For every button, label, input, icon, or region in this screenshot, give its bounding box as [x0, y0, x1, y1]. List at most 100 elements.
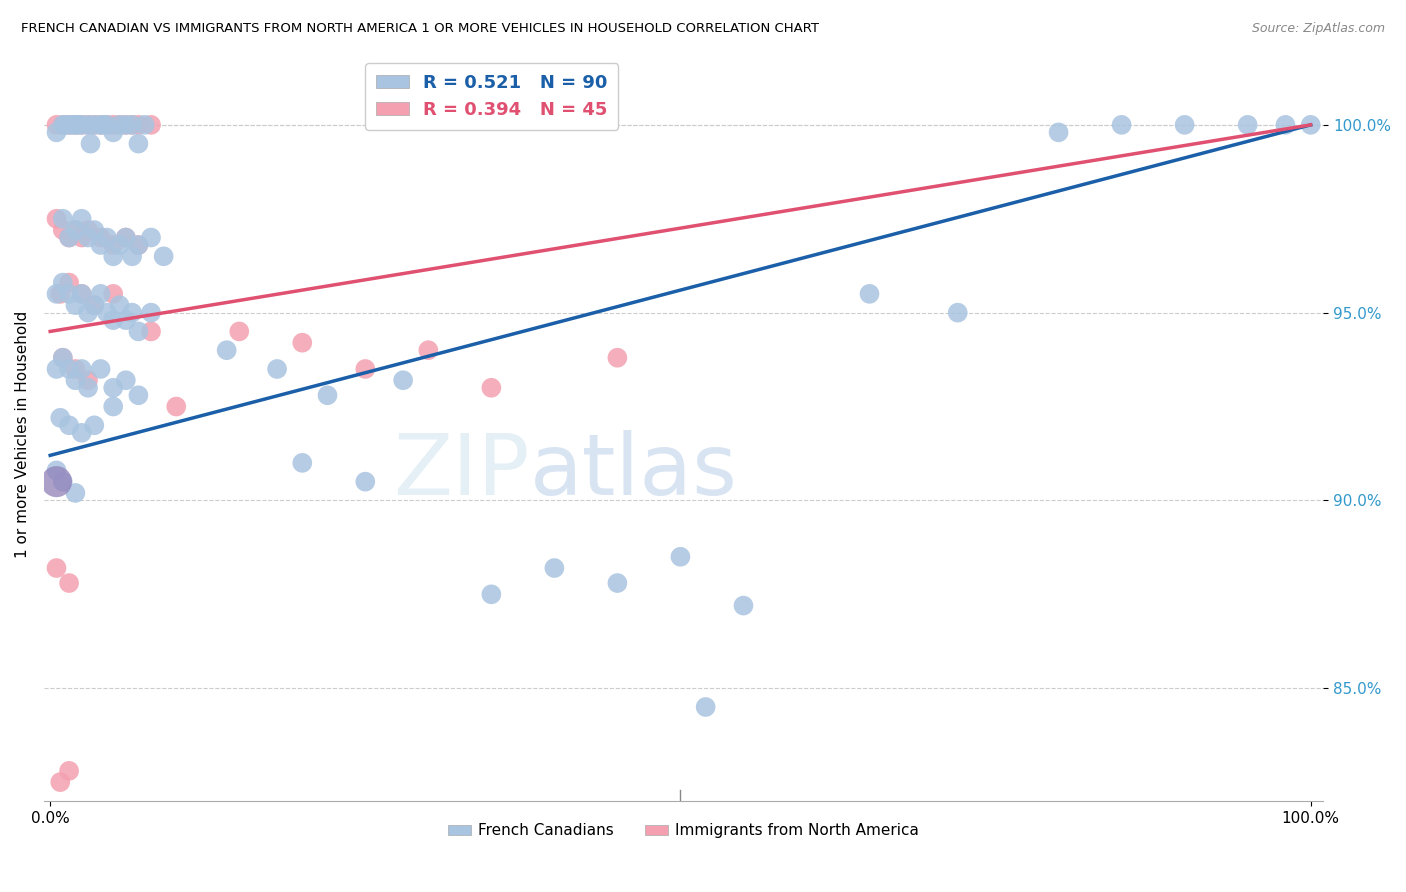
Text: ZIP: ZIP — [394, 430, 530, 513]
Point — [77, 118, 100, 132]
Point — [66, 118, 89, 132]
Point — [695, 700, 717, 714]
Point — [103, 238, 125, 252]
Point — [58, 286, 80, 301]
Point — [96, 305, 118, 319]
Point — [58, 276, 80, 290]
Point — [114, 313, 136, 327]
Point — [77, 373, 100, 387]
Point — [90, 362, 112, 376]
Point — [103, 125, 125, 139]
Point — [354, 362, 377, 376]
Point — [127, 136, 149, 151]
Point — [90, 230, 112, 244]
Text: FRENCH CANADIAN VS IMMIGRANTS FROM NORTH AMERICA 1 OR MORE VEHICLES IN HOUSEHOLD: FRENCH CANADIAN VS IMMIGRANTS FROM NORTH… — [21, 22, 820, 36]
Point — [45, 362, 67, 376]
Point — [52, 276, 75, 290]
Point — [114, 118, 136, 132]
Legend: French Canadians, Immigrants from North America: French Canadians, Immigrants from North … — [441, 817, 925, 845]
Point — [77, 230, 100, 244]
Point — [858, 286, 880, 301]
Point — [70, 286, 93, 301]
Point — [90, 118, 112, 132]
Point — [45, 118, 67, 132]
Point — [58, 576, 80, 591]
Point — [139, 305, 162, 319]
Point — [127, 388, 149, 402]
Point — [1236, 118, 1258, 132]
Point — [45, 211, 67, 226]
Point — [316, 388, 339, 402]
Point — [83, 418, 105, 433]
Point — [77, 381, 100, 395]
Point — [127, 118, 149, 132]
Point — [65, 223, 87, 237]
Text: atlas: atlas — [530, 430, 738, 513]
Point — [134, 118, 156, 132]
Point — [103, 249, 125, 263]
Point — [96, 230, 118, 244]
Point — [1047, 125, 1070, 139]
Point — [108, 118, 131, 132]
Point — [354, 475, 377, 489]
Point — [52, 475, 75, 489]
Point — [70, 286, 93, 301]
Point — [77, 223, 100, 237]
Point — [52, 118, 75, 132]
Point — [108, 238, 131, 252]
Point — [83, 118, 105, 132]
Point — [77, 305, 100, 319]
Point — [45, 463, 67, 477]
Point — [139, 325, 162, 339]
Point — [103, 118, 125, 132]
Point — [152, 249, 174, 263]
Point — [45, 475, 67, 489]
Point — [70, 118, 93, 132]
Point — [127, 238, 149, 252]
Point — [1111, 118, 1133, 132]
Point — [121, 118, 143, 132]
Point — [1274, 118, 1296, 132]
Point — [228, 325, 250, 339]
Point — [45, 561, 67, 575]
Point — [52, 211, 75, 226]
Point — [83, 298, 105, 312]
Point — [83, 223, 105, 237]
Point — [215, 343, 238, 358]
Point — [52, 223, 75, 237]
Point — [52, 351, 75, 365]
Point — [49, 410, 72, 425]
Point — [45, 125, 67, 139]
Point — [266, 362, 288, 376]
Point — [392, 373, 415, 387]
Point — [114, 118, 136, 132]
Point — [90, 286, 112, 301]
Point — [70, 230, 93, 244]
Point — [479, 587, 502, 601]
Point — [52, 118, 75, 132]
Point — [58, 118, 80, 132]
Point — [96, 118, 118, 132]
Point — [139, 230, 162, 244]
Point — [65, 298, 87, 312]
Point — [65, 373, 87, 387]
Point — [127, 325, 149, 339]
Point — [77, 118, 100, 132]
Point — [65, 486, 87, 500]
Point — [65, 223, 87, 237]
Point — [65, 118, 87, 132]
Point — [70, 118, 93, 132]
Point — [127, 238, 149, 252]
Point — [479, 381, 502, 395]
Point — [58, 418, 80, 433]
Point — [669, 549, 692, 564]
Point — [606, 351, 628, 365]
Point — [291, 456, 314, 470]
Point — [1299, 118, 1322, 132]
Point — [79, 136, 101, 151]
Text: Source: ZipAtlas.com: Source: ZipAtlas.com — [1251, 22, 1385, 36]
Point — [103, 313, 125, 327]
Point — [58, 230, 80, 244]
Point — [103, 400, 125, 414]
Point — [108, 118, 131, 132]
